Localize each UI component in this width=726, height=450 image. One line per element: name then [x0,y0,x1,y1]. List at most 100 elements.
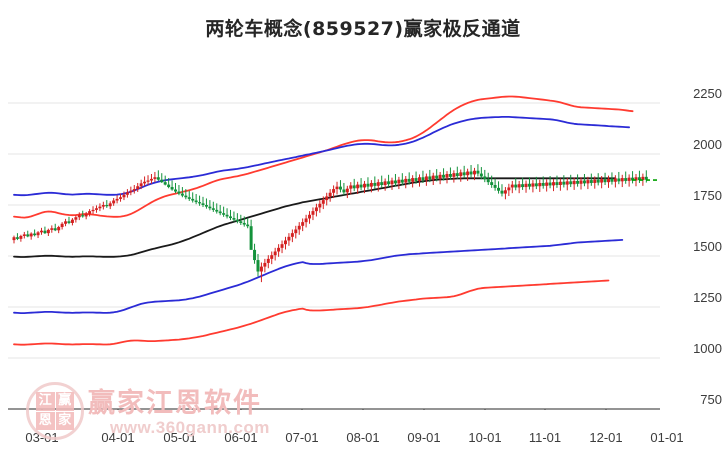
candle-body [538,182,542,187]
candle-body [332,189,336,193]
candle-body [373,182,377,186]
candle-body [129,190,133,193]
candle-body [421,177,425,181]
candle-body [67,221,71,223]
candle-body [448,173,452,177]
x-tick-label: 12-01 [589,430,623,445]
y-tick-label: 2250 [693,86,722,101]
candle-body [22,234,26,237]
candle-body [277,247,281,252]
candle-body [191,198,195,201]
x-tick-label: 05-01 [163,430,197,445]
candle-body [53,228,57,231]
candle-body [607,178,611,183]
candle-body [167,184,171,188]
watermark-seal-char: 恩 [36,411,55,430]
candle-body [239,221,243,223]
candle-body [308,214,312,219]
candle-body [143,181,147,184]
candle-body [503,190,507,194]
candle-body [500,190,504,194]
candle-body [610,178,614,182]
candle-body [311,211,315,215]
y-tick-label: 750 [700,392,722,407]
candle-body [507,187,511,191]
candle-body [246,224,250,227]
candle-body [393,180,397,184]
candle-body [363,183,367,188]
candle-body [342,189,346,193]
candle-body [273,251,277,256]
candle-body [431,175,435,180]
candle-body [531,183,535,187]
candle-body [98,206,102,209]
candle-body [105,205,109,207]
candle-body [57,227,61,231]
candle-body [589,180,593,183]
candle-body [428,176,432,180]
x-tick-label: 01-01 [650,430,684,445]
candle-body [452,173,456,177]
candle-body [349,185,353,189]
watermark-brand: 赢家江恩软件 [88,388,262,419]
candle-body [387,181,391,185]
candle-body [218,211,222,214]
candle-body [60,223,64,228]
candle-body [19,236,23,239]
series-line [13,177,617,258]
y-tick-label: 1250 [693,290,722,305]
candle-body [411,178,415,182]
candle-body [12,237,16,241]
candle-body [74,217,78,220]
candle-body [170,187,174,190]
candle-body [156,177,160,180]
watermark-seal-char: 家 [55,411,74,430]
candle-body [146,180,150,182]
candle-body [438,174,442,179]
candle-body [418,177,422,181]
page-title: 两轮车概念(859527)赢家极反通道 [205,18,521,40]
series-line [13,279,610,346]
candle-body [600,179,604,183]
candle-body [177,191,181,194]
candle-body [562,181,566,185]
candle-body [149,178,153,181]
candle-body [101,205,105,207]
candle-body [514,184,518,188]
series-line [13,238,624,315]
candle-body [634,177,638,181]
candle-body [70,219,74,223]
candle-body [125,192,129,195]
candle-body [435,175,439,179]
candle-body [222,213,226,215]
candle-body [579,180,583,184]
candle-body [569,181,573,185]
candle-body [184,195,188,198]
candle-body [26,234,30,237]
candle-body [46,229,50,234]
watermark-seal-grid: 江赢恩家 [36,392,74,430]
candle-body [36,232,40,236]
candle-body [88,211,92,214]
candle-body [366,183,370,187]
candle-body [483,176,487,180]
candle-body [534,183,538,187]
candle-body [338,186,342,190]
candle-body [397,179,401,184]
candle-body [153,177,157,179]
candle-body [259,266,263,272]
candle-body [139,183,143,187]
candle-body [472,170,476,175]
candle-body [328,192,332,197]
x-tick-label: 08-01 [346,430,380,445]
candle-body [112,200,116,204]
candle-body [479,173,483,177]
candle-body [490,182,494,186]
candle-body [225,214,229,217]
candle-body [314,207,318,212]
candle-body [631,177,635,181]
y-tick-label: 2000 [693,137,722,152]
candle-body [280,244,284,248]
candle-body [39,230,43,233]
candle-body [204,205,208,207]
